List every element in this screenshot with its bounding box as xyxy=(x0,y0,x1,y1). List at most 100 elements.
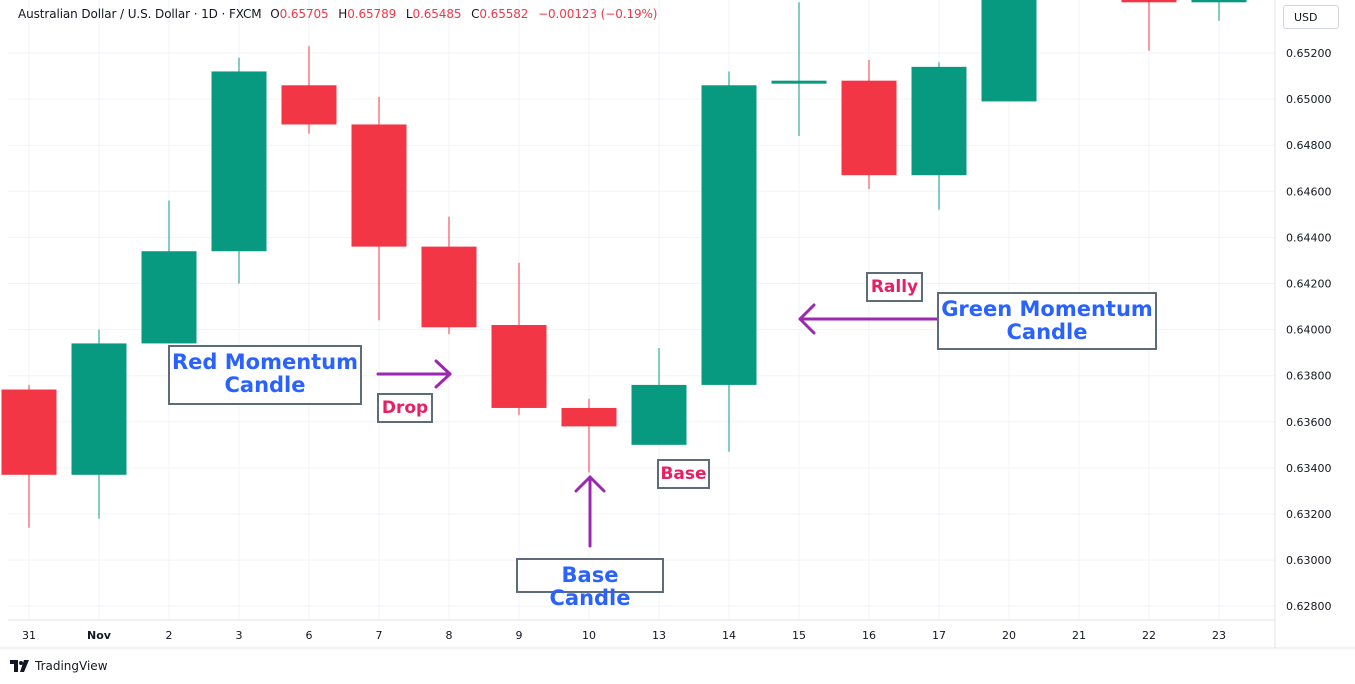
y-tick-label: 0.63600 xyxy=(1286,416,1332,429)
candle-Nov[interactable] xyxy=(71,329,127,519)
x-tick-label: 10 xyxy=(582,629,596,642)
candle-6[interactable] xyxy=(281,46,337,134)
open-label: O xyxy=(270,7,280,21)
x-tick-label: 22 xyxy=(1142,629,1156,642)
candle-body xyxy=(211,71,267,252)
base-candle-callout: Base Candle xyxy=(516,558,664,610)
candle-body xyxy=(701,85,757,385)
price-axis[interactable]: 0.62800 0.63000 0.63200 0.63400 0.63600 0.638… xyxy=(1286,47,1332,613)
low-value: 0.65485 xyxy=(412,7,462,21)
rally-arrow xyxy=(798,303,939,335)
drop-label: Drop xyxy=(381,398,429,418)
candles xyxy=(1,0,1247,528)
y-tick-label: 0.65200 xyxy=(1286,47,1332,60)
candle-body xyxy=(841,80,897,176)
candle-body xyxy=(561,407,617,427)
base-candle-label: Base Candle xyxy=(549,563,631,611)
high-label: H xyxy=(338,7,348,21)
close-value: 0.65582 xyxy=(479,7,529,21)
close-label: C xyxy=(471,7,480,21)
candle-31[interactable] xyxy=(1,384,57,528)
candle-body xyxy=(631,384,687,445)
red-momentum-callout: Red Momentum Candle xyxy=(168,345,362,405)
change-value: −0.00123 (−0.19%) xyxy=(538,7,658,21)
x-tick-label: 31 xyxy=(22,629,36,642)
x-tick-label: 3 xyxy=(236,629,243,642)
symbol-legend[interactable]: Australian Dollar / U.S. Dollar · 1D · F… xyxy=(18,7,663,21)
y-tick-label: 0.62800 xyxy=(1286,600,1332,613)
candle-body xyxy=(1121,0,1177,3)
base-label: Base xyxy=(660,464,707,484)
tradingview-icon xyxy=(10,660,29,672)
candle-body xyxy=(491,324,547,408)
candle-body xyxy=(981,0,1037,102)
candle-3[interactable] xyxy=(211,57,267,284)
candle-body xyxy=(141,251,197,344)
rally-label: Rally xyxy=(870,277,919,297)
green-momentum-callout: Green Momentum Candle xyxy=(937,292,1157,350)
candle-body xyxy=(1191,0,1247,3)
y-tick-label: 0.64200 xyxy=(1286,277,1332,290)
time-axis[interactable]: 31 Nov 2 3 6 7 8 9 10 13 14 15 16 17 20 21 22 23 xyxy=(22,629,1226,642)
candle-2[interactable] xyxy=(141,200,197,344)
drop-arrow xyxy=(376,359,452,389)
x-tick-label: Nov xyxy=(87,629,112,642)
x-tick-label: 2 xyxy=(166,629,173,642)
tradingview-logo[interactable]: TradingView xyxy=(10,659,108,673)
y-tick-label: 0.64800 xyxy=(1286,139,1332,152)
open-value: 0.65705 xyxy=(279,7,329,21)
brand-label: TradingView xyxy=(35,659,108,673)
high-value: 0.65789 xyxy=(347,7,397,21)
x-tick-label: 21 xyxy=(1072,629,1086,642)
candle-body xyxy=(71,343,127,475)
low-label: L xyxy=(405,7,413,21)
x-tick-label: 23 xyxy=(1212,629,1226,642)
candle-16[interactable] xyxy=(841,59,897,189)
x-tick-label: 16 xyxy=(862,629,876,642)
y-tick-label: 0.64600 xyxy=(1286,185,1332,198)
currency-label: USD xyxy=(1294,10,1318,24)
candle-20[interactable] xyxy=(981,0,1037,102)
base-arrow xyxy=(574,475,606,548)
drop-callout: Drop xyxy=(377,393,433,423)
candle-7[interactable] xyxy=(351,96,407,321)
y-tick-label: 0.64400 xyxy=(1286,231,1332,244)
base-callout: Base xyxy=(657,459,710,489)
candle-9[interactable] xyxy=(491,262,547,415)
candle-23[interactable] xyxy=(1191,0,1247,21)
x-tick-label: 9 xyxy=(516,629,523,642)
rally-callout: Rally xyxy=(866,272,923,302)
candle-body xyxy=(911,66,967,176)
candle-body xyxy=(1,389,57,475)
candle-body xyxy=(281,85,337,125)
y-tick-label: 0.64000 xyxy=(1286,324,1332,337)
x-tick-label: 17 xyxy=(932,629,946,642)
candle-15[interactable] xyxy=(771,2,827,136)
currency-selector[interactable]: USD xyxy=(1283,5,1339,29)
x-tick-label: 8 xyxy=(446,629,453,642)
x-tick-label: 7 xyxy=(376,629,383,642)
y-tick-label: 0.63400 xyxy=(1286,462,1332,475)
symbol-title: Australian Dollar / U.S. Dollar · 1D · F… xyxy=(18,7,262,21)
green-momentum-label: Green Momentum Candle xyxy=(941,297,1153,345)
x-tick-label: 13 xyxy=(652,629,666,642)
y-tick-label: 0.63200 xyxy=(1286,508,1332,521)
y-tick-label: 0.63800 xyxy=(1286,370,1332,383)
candle-body xyxy=(351,124,407,247)
y-tick-label: 0.63000 xyxy=(1286,554,1332,567)
candle-body xyxy=(771,80,827,84)
red-momentum-label: Red Momentum Candle xyxy=(171,350,359,398)
candle-22[interactable] xyxy=(1121,0,1177,51)
x-tick-label: 15 xyxy=(792,629,806,642)
y-tick-label: 0.65000 xyxy=(1286,93,1332,106)
candle-body xyxy=(421,246,477,328)
candle-17[interactable] xyxy=(911,62,967,210)
candle-8[interactable] xyxy=(421,216,477,335)
candle-10[interactable] xyxy=(561,398,617,473)
x-tick-label: 20 xyxy=(1002,629,1016,642)
annotation-arrows xyxy=(376,303,939,548)
x-tick-label: 6 xyxy=(306,629,313,642)
candle-13[interactable] xyxy=(631,348,687,445)
x-tick-label: 14 xyxy=(722,629,736,642)
candle-14[interactable] xyxy=(701,71,757,452)
